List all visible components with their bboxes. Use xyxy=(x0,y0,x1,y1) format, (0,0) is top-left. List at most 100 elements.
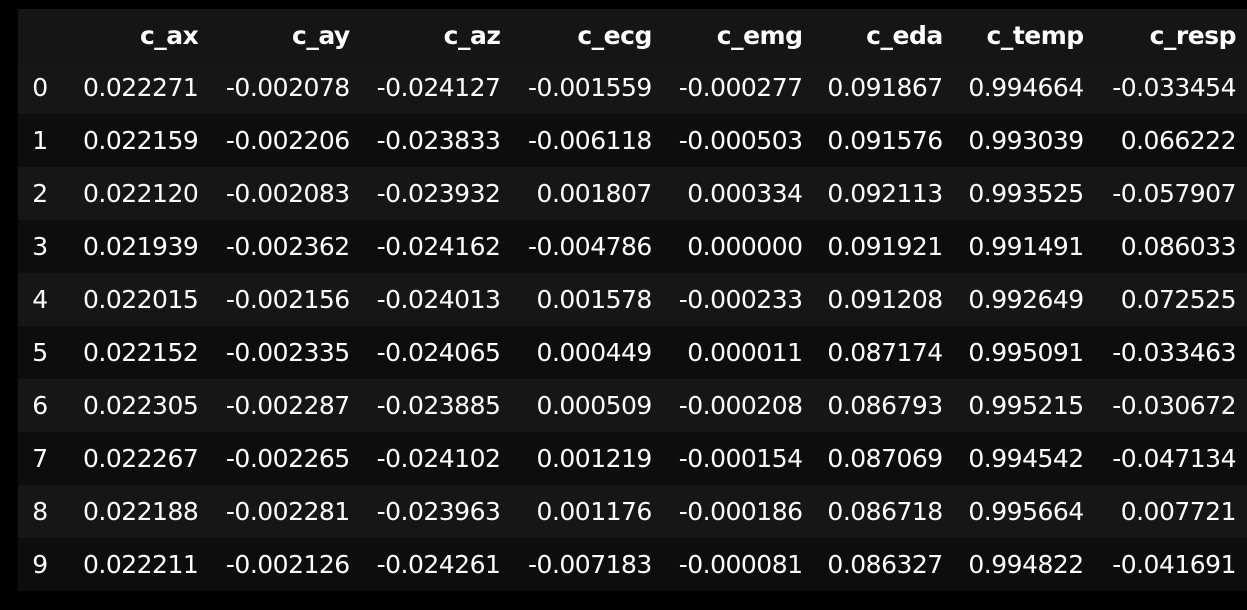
row-index: 1 xyxy=(18,114,62,167)
table-cell: -0.023833 xyxy=(360,114,512,167)
table-row: 6 0.022305 -0.002287 -0.023885 0.000509 … xyxy=(18,379,1247,432)
table-row: 1 0.022159 -0.002206 -0.023833 -0.006118… xyxy=(18,114,1247,167)
table-cell: -0.057907 xyxy=(1094,167,1247,220)
table-cell: 0.092113 xyxy=(813,167,954,220)
table-cell: -0.007183 xyxy=(511,538,663,591)
table-cell: 0.995215 xyxy=(953,379,1095,432)
table-cell: 0.001219 xyxy=(511,432,663,485)
table-cell: -0.041691 xyxy=(1094,538,1247,591)
row-index: 7 xyxy=(18,432,62,485)
table-cell: 0.007721 xyxy=(1094,485,1247,538)
table-cell: 0.995091 xyxy=(953,326,1095,379)
table-cell: -0.023885 xyxy=(360,379,512,432)
row-index: 8 xyxy=(18,485,62,538)
table-cell: 0.992649 xyxy=(953,273,1095,326)
table-cell: 0.022271 xyxy=(62,61,210,114)
table-cell: 0.000011 xyxy=(662,326,814,379)
table-cell: 0.022159 xyxy=(62,114,210,167)
column-header-c-emg: c_emg xyxy=(662,9,814,61)
table-cell: 0.022015 xyxy=(62,273,210,326)
table-cell: 0.072525 xyxy=(1094,273,1247,326)
table-cell: 0.001578 xyxy=(511,273,663,326)
table-cell: 0.021939 xyxy=(62,220,210,273)
table-cell: -0.002281 xyxy=(209,485,361,538)
table-cell: 0.091576 xyxy=(813,114,954,167)
table-cell: -0.000503 xyxy=(662,114,814,167)
column-header-c-ay: c_ay xyxy=(209,9,361,61)
table-row: 5 0.022152 -0.002335 -0.024065 0.000449 … xyxy=(18,326,1247,379)
table-cell: 0.994542 xyxy=(953,432,1095,485)
table-cell: -0.024162 xyxy=(360,220,512,273)
table-cell: -0.002083 xyxy=(209,167,361,220)
table-row: 4 0.022015 -0.002156 -0.024013 0.001578 … xyxy=(18,273,1247,326)
column-header-c-resp: c_resp xyxy=(1094,9,1247,61)
table-cell: 0.091867 xyxy=(813,61,954,114)
table-cell: 0.022188 xyxy=(62,485,210,538)
table-cell: -0.002362 xyxy=(209,220,361,273)
row-index: 3 xyxy=(18,220,62,273)
table-cell: -0.001559 xyxy=(511,61,663,114)
table-cell: 0.000334 xyxy=(662,167,814,220)
table-cell: 0.091921 xyxy=(813,220,954,273)
column-header-c-eda: c_eda xyxy=(813,9,954,61)
header-row: c_ax c_ay c_az c_ecg c_emg c_eda c_temp … xyxy=(18,9,1247,61)
table-row: 8 0.022188 -0.002281 -0.023963 0.001176 … xyxy=(18,485,1247,538)
column-header-c-ax: c_ax xyxy=(62,9,210,61)
table-cell: -0.000208 xyxy=(662,379,814,432)
table-body: 0 0.022271 -0.002078 -0.024127 -0.001559… xyxy=(18,61,1247,591)
table-cell: 0.022267 xyxy=(62,432,210,485)
row-index: 5 xyxy=(18,326,62,379)
table-cell: -0.000186 xyxy=(662,485,814,538)
table-cell: -0.047134 xyxy=(1094,432,1247,485)
table-cell: -0.000081 xyxy=(662,538,814,591)
table-cell: -0.024102 xyxy=(360,432,512,485)
table-row: 9 0.022211 -0.002126 -0.024261 -0.007183… xyxy=(18,538,1247,591)
row-index: 2 xyxy=(18,167,62,220)
table-cell: 0.022305 xyxy=(62,379,210,432)
column-header-c-temp: c_temp xyxy=(953,9,1095,61)
table-cell: 0.995664 xyxy=(953,485,1095,538)
table-cell: 0.022120 xyxy=(62,167,210,220)
table-cell: -0.006118 xyxy=(511,114,663,167)
table-cell: 0.086793 xyxy=(813,379,954,432)
table-cell: -0.000154 xyxy=(662,432,814,485)
row-index: 6 xyxy=(18,379,62,432)
column-header-c-az: c_az xyxy=(360,9,512,61)
table-cell: -0.033463 xyxy=(1094,326,1247,379)
table-row: 7 0.022267 -0.002265 -0.024102 0.001219 … xyxy=(18,432,1247,485)
table-cell: -0.000277 xyxy=(662,61,814,114)
table-row: 0 0.022271 -0.002078 -0.024127 -0.001559… xyxy=(18,61,1247,114)
table-cell: 0.086327 xyxy=(813,538,954,591)
dataframe-table: c_ax c_ay c_az c_ecg c_emg c_eda c_temp … xyxy=(18,9,1247,591)
table-cell: -0.002156 xyxy=(209,273,361,326)
row-index: 4 xyxy=(18,273,62,326)
table-cell: 0.022152 xyxy=(62,326,210,379)
table-cell: -0.002265 xyxy=(209,432,361,485)
table-cell: -0.002078 xyxy=(209,61,361,114)
table-cell: 0.091208 xyxy=(813,273,954,326)
table-cell: -0.024013 xyxy=(360,273,512,326)
table-row: 3 0.021939 -0.002362 -0.024162 -0.004786… xyxy=(18,220,1247,273)
table-cell: 0.993039 xyxy=(953,114,1095,167)
table-cell: -0.024127 xyxy=(360,61,512,114)
table-cell: 0.994822 xyxy=(953,538,1095,591)
table-cell: 0.087174 xyxy=(813,326,954,379)
column-header-c-ecg: c_ecg xyxy=(511,9,663,61)
table-cell: 0.086033 xyxy=(1094,220,1247,273)
table-cell: -0.002287 xyxy=(209,379,361,432)
table-cell: -0.002335 xyxy=(209,326,361,379)
table-cell: 0.001807 xyxy=(511,167,663,220)
table-cell: 0.086718 xyxy=(813,485,954,538)
index-header xyxy=(18,9,62,61)
row-index: 0 xyxy=(18,61,62,114)
table-cell: 0.000449 xyxy=(511,326,663,379)
table-cell: -0.023932 xyxy=(360,167,512,220)
table-cell: -0.000233 xyxy=(662,273,814,326)
table-cell: -0.033454 xyxy=(1094,61,1247,114)
table-cell: 0.994664 xyxy=(953,61,1095,114)
table-cell: 0.000509 xyxy=(511,379,663,432)
table-cell: 0.066222 xyxy=(1094,114,1247,167)
table-cell: -0.004786 xyxy=(511,220,663,273)
table-cell: -0.030672 xyxy=(1094,379,1247,432)
